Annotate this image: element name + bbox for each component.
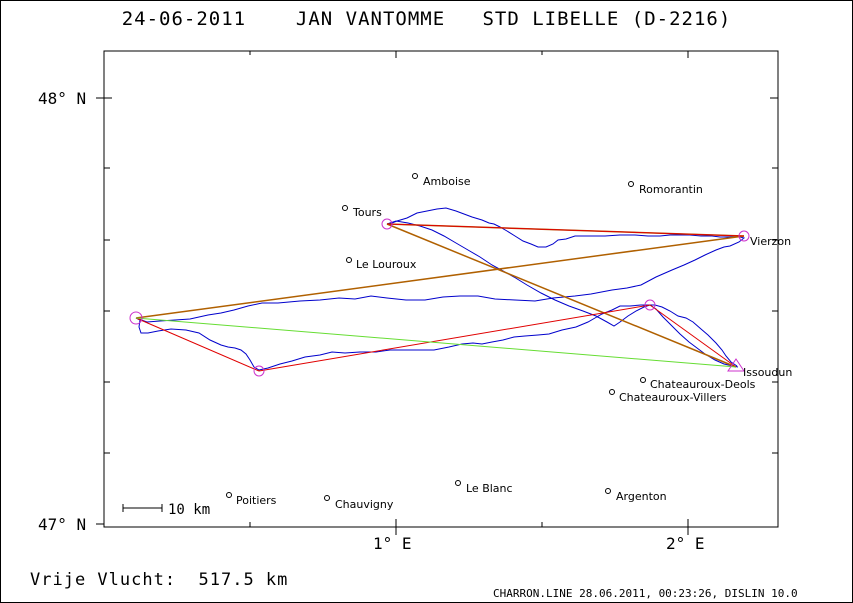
leg-orange-3	[386, 223, 737, 368]
town-romorantin: Romorantin	[639, 183, 703, 196]
town-chauvigny: Chauvigny	[335, 498, 394, 511]
scale-bar	[122, 504, 163, 512]
lat-label-47: 47° N	[38, 515, 86, 534]
turnpoint-vierzon	[738, 230, 750, 242]
lon-label-2: 2° E	[666, 534, 705, 553]
leg-red-4	[649, 304, 737, 368]
town-vierzon: Vierzon	[750, 235, 791, 248]
leg-green-1	[135, 317, 737, 368]
free-flight-distance: Vrije Vlucht: 517.5 km	[30, 570, 289, 590]
town-argenton: Argenton	[616, 490, 667, 503]
title-pilot: JAN VANTOMME	[295, 8, 446, 30]
turnpoint-southwest	[253, 365, 265, 377]
lat-label-48: 48° N	[38, 89, 86, 108]
leg-red-1	[386, 223, 745, 237]
town-chateauroux-villers: Chateauroux-Villers	[619, 391, 727, 404]
title-date: 24-06-2011	[121, 8, 247, 30]
flight-track	[135, 207, 746, 371]
town-issoudun: Issoudun	[743, 366, 792, 379]
lon-label-1: 1° E	[373, 534, 412, 553]
turnpoint-tours	[381, 218, 393, 230]
chart-title: 24-06-2011 JAN VANTOMME STD LIBELLE (D-2…	[0, 8, 853, 30]
town-le-louroux: Le Louroux	[356, 258, 417, 271]
task-legs	[135, 223, 745, 372]
map-frame	[103, 50, 779, 528]
title-glider: STD LIBELLE (D-2216)	[482, 8, 732, 30]
turnpoint-issoudun-triangle	[727, 358, 745, 372]
credit-line: CHARRON.LINE 28.06.2011, 00:23:26, DISLI…	[493, 587, 798, 600]
town-markers	[226, 173, 646, 501]
right-ticks	[770, 97, 778, 454]
left-ticks	[96, 97, 112, 525]
turnpoint-mid	[644, 299, 656, 311]
town-le-blanc: Le Blanc	[466, 482, 513, 495]
leg-orange-1	[135, 235, 745, 319]
town-amboise: Amboise	[423, 175, 471, 188]
turnpoints	[129, 218, 750, 377]
bottom-ticks	[249, 51, 689, 535]
leg-red-2	[135, 317, 260, 372]
leg-red-3	[258, 304, 651, 372]
town-tours: Tours	[352, 206, 382, 219]
scale-bar-label: 10 km	[168, 502, 210, 518]
town-poitiers: Poitiers	[236, 494, 277, 507]
turnpoint-west	[129, 311, 143, 325]
town-chateauroux-deols: Chateauroux-Deols	[650, 378, 756, 391]
